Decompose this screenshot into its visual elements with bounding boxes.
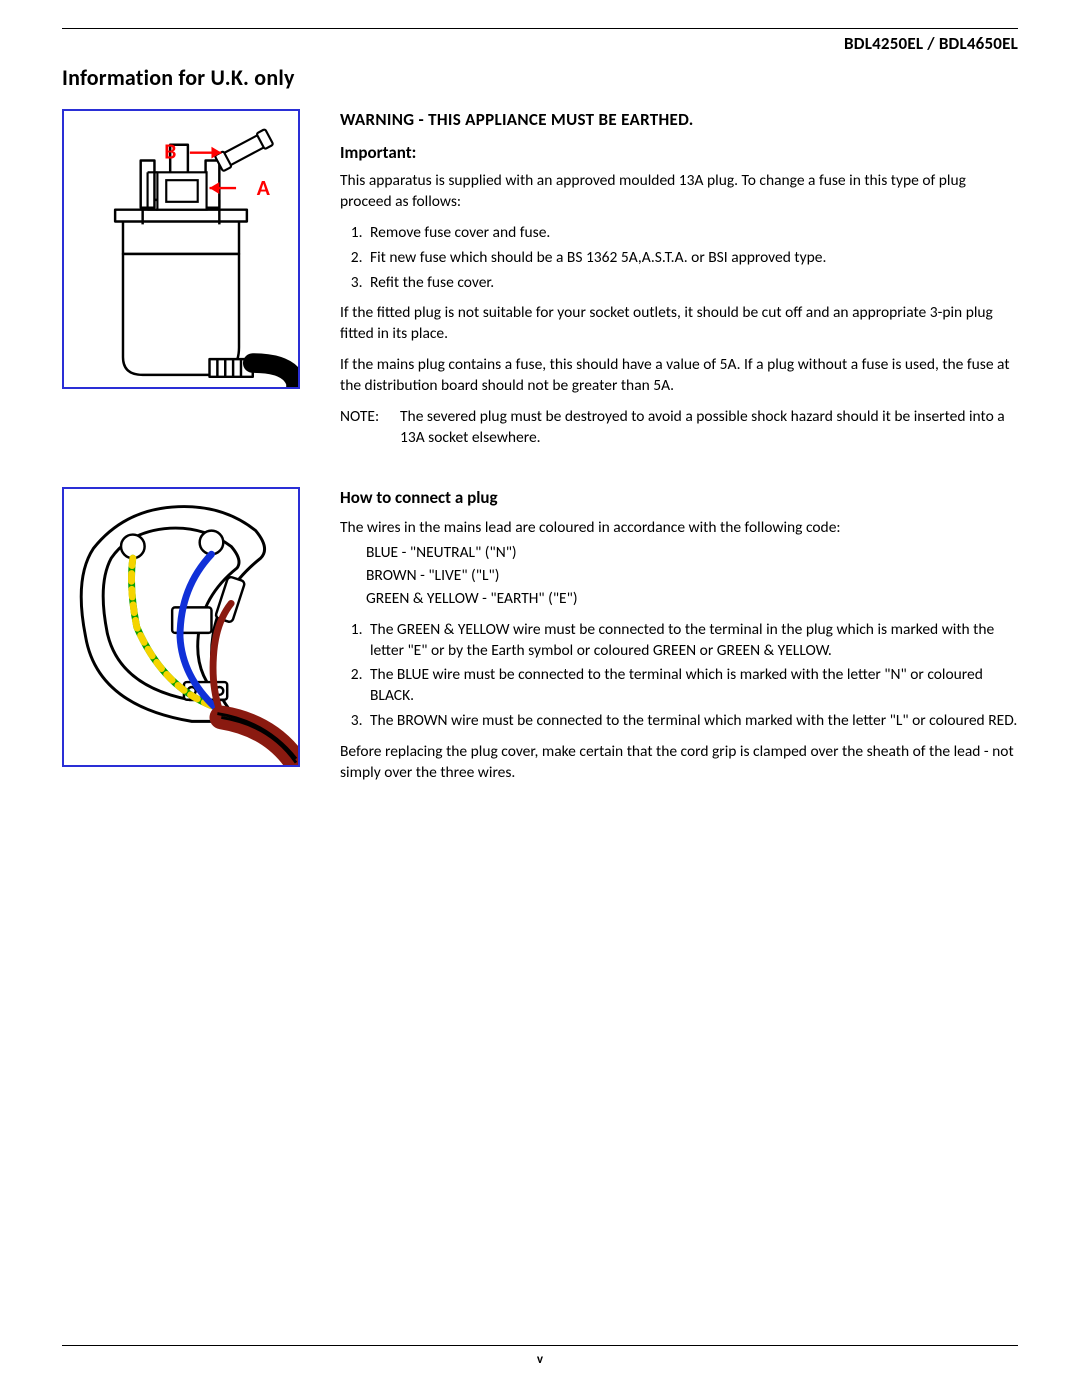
figure-plug-fuse: A B <box>62 109 300 389</box>
figure1-label-b: B <box>164 138 176 165</box>
page-number: v <box>537 1352 543 1367</box>
wire-code-brown: BROWN - "LIVE" ("L") <box>366 566 1018 587</box>
wiring-step-2: The BLUE wire must be connected to the t… <box>366 665 1018 707</box>
fuse-step-2: Fit new fuse which should be a BS 1362 5… <box>366 248 1018 269</box>
fuse-intro: This apparatus is supplied with an appro… <box>340 171 1018 213</box>
fuse-step-1: Remove fuse cover and fuse. <box>366 223 1018 244</box>
warning-heading: WARNING - THIS APPLIANCE MUST BE EARTHED… <box>340 109 1018 132</box>
row-wiring: How to connect a plug The wires in the m… <box>62 487 1018 794</box>
wiring-steps: The GREEN & YELLOW wire must be connecte… <box>340 620 1018 733</box>
fuse-para-3: If the mains plug contains a fuse, this … <box>340 355 1018 397</box>
wire-codes: BLUE - "NEUTRAL" ("N") BROWN - "LIVE" ("… <box>340 543 1018 610</box>
wiring-step-1: The GREEN & YELLOW wire must be connecte… <box>366 620 1018 662</box>
figure-plug-wiring <box>62 487 300 767</box>
wiring-step-3: The BROWN wire must be connected to the … <box>366 711 1018 732</box>
figure1-label-a: A <box>257 174 271 201</box>
header-rule <box>62 28 1018 29</box>
row-fuse: A B WARNING - THIS APPLIANCE MUST BE EAR… <box>62 109 1018 459</box>
important-heading: Important: <box>340 142 1018 165</box>
wiring-outro: Before replacing the plug cover, make ce… <box>340 742 1018 784</box>
model-number: BDL4250EL / BDL4650EL <box>62 33 1018 54</box>
wiring-heading: How to connect a plug <box>340 487 1018 510</box>
wiring-intro: The wires in the mains lead are coloured… <box>340 518 1018 539</box>
note-label: NOTE: <box>340 407 400 449</box>
fuse-para-2: If the fitted plug is not suitable for y… <box>340 303 1018 345</box>
wire-code-blue: BLUE - "NEUTRAL" ("N") <box>366 543 1018 564</box>
note-body: The severed plug must be destroyed to av… <box>400 407 1018 449</box>
fuse-steps: Remove fuse cover and fuse. Fit new fuse… <box>340 223 1018 294</box>
section-title: Information for U.K. only <box>62 64 1018 91</box>
fuse-step-3: Refit the fuse cover. <box>366 273 1018 294</box>
wire-code-green-yellow: GREEN & YELLOW - "EARTH" ("E") <box>366 589 1018 610</box>
fuse-note: NOTE: The severed plug must be destroyed… <box>340 407 1018 449</box>
footer: v <box>62 1345 1018 1367</box>
